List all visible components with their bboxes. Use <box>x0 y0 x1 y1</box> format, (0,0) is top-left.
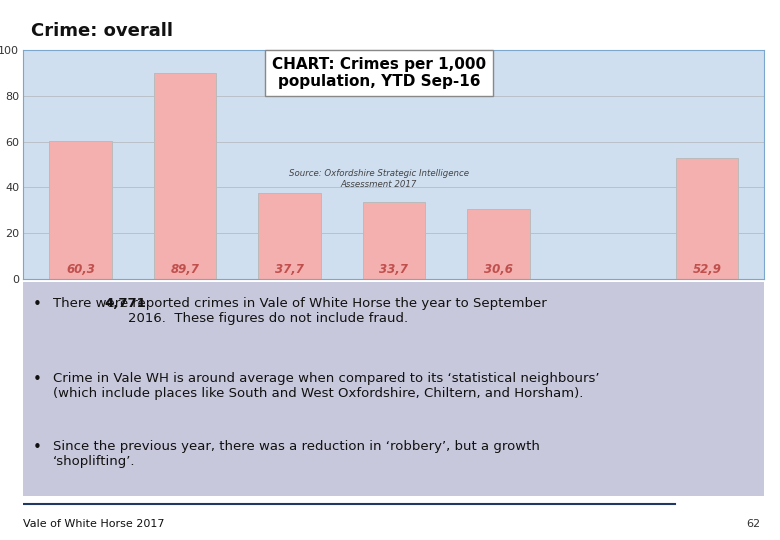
Text: Vale of White Horse 2017: Vale of White Horse 2017 <box>23 518 165 529</box>
Text: 89,7: 89,7 <box>171 263 200 276</box>
Text: There were: There were <box>53 297 133 310</box>
Bar <box>258 193 321 279</box>
Text: reported crimes in Vale of White Horse the year to September
2016.  These figure: reported crimes in Vale of White Horse t… <box>128 297 547 325</box>
Text: 52,9: 52,9 <box>693 263 722 276</box>
Text: 37,7: 37,7 <box>275 263 304 276</box>
Text: Source: Oxfordshire Strategic Intelligence
Assessment 2017: Source: Oxfordshire Strategic Intelligen… <box>289 169 469 188</box>
Text: •: • <box>32 297 41 312</box>
Bar <box>675 158 739 279</box>
Text: 62: 62 <box>746 518 760 529</box>
Text: 33,7: 33,7 <box>379 263 409 276</box>
Text: Crime: overall: Crime: overall <box>31 22 173 40</box>
Bar <box>363 202 425 279</box>
Text: 60,3: 60,3 <box>66 263 95 276</box>
Text: •: • <box>32 440 41 455</box>
Text: Crime in Vale WH is around average when compared to its ‘statistical neighbours’: Crime in Vale WH is around average when … <box>53 372 600 400</box>
Text: 30,6: 30,6 <box>484 263 512 276</box>
Bar <box>154 73 217 279</box>
Text: 4,771: 4,771 <box>105 297 146 310</box>
Bar <box>49 141 112 279</box>
Text: •: • <box>32 372 41 387</box>
Text: CHART: Crimes per 1,000
population, YTD Sep-16: CHART: Crimes per 1,000 population, YTD … <box>272 57 486 89</box>
Bar <box>467 209 530 279</box>
Text: Since the previous year, there was a reduction in ‘robbery’, but a growth
‘shopl: Since the previous year, there was a red… <box>53 440 540 468</box>
